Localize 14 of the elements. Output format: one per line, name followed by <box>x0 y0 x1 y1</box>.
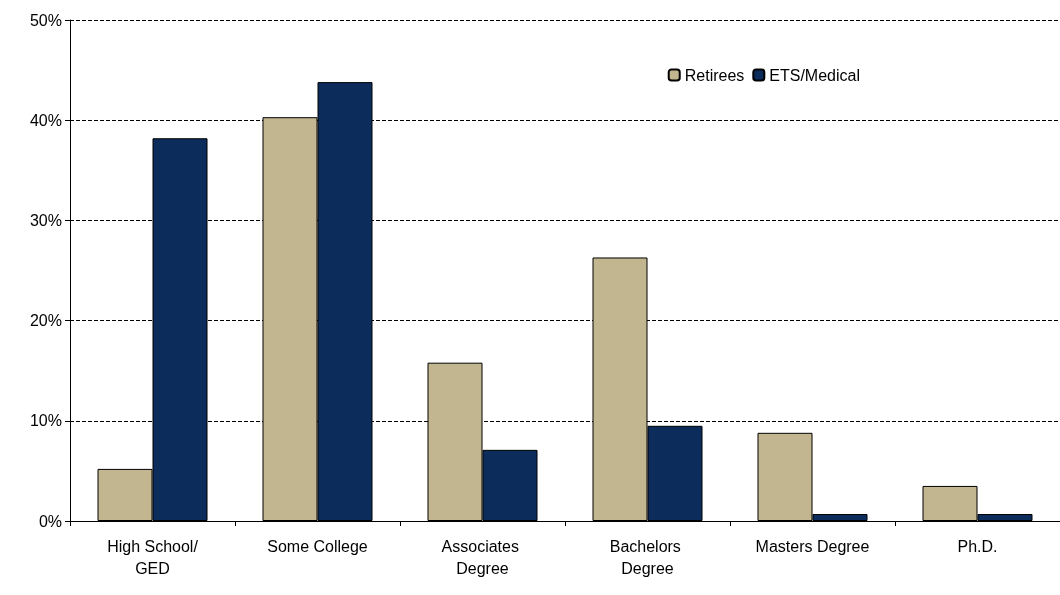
y-tick-label: 30% <box>29 211 62 229</box>
x-tick-label: Ph.D. <box>957 537 998 555</box>
y-tick-label: 40% <box>29 111 62 129</box>
x-tick-label: High School/GED <box>107 537 199 577</box>
x-tick-label: Masters Degree <box>755 537 870 555</box>
y-tick-label: 0% <box>38 512 62 530</box>
x-tick-label: Associates Degree <box>441 537 524 577</box>
x-tick-label: Some College <box>267 537 368 555</box>
legend-label: ETS/Medical <box>769 66 861 84</box>
y-tick-label: 20% <box>29 312 62 330</box>
y-tick-label: 10% <box>29 412 62 430</box>
x-tick-label: Bachelors Degree <box>609 537 686 577</box>
legend-label: Retirees <box>684 66 745 84</box>
y-tick-label: 50% <box>29 11 62 29</box>
